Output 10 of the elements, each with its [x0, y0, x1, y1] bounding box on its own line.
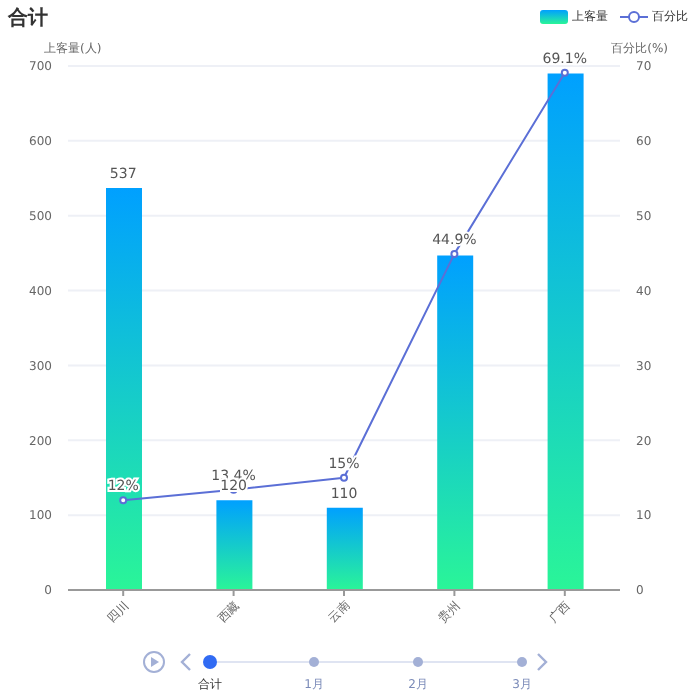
- point: [119, 496, 128, 505]
- bar: [437, 255, 474, 590]
- bar: [326, 507, 363, 590]
- bar: [216, 500, 253, 590]
- bar: [106, 188, 142, 590]
- point: [340, 473, 348, 482]
- bar: [547, 73, 584, 590]
- point: [560, 68, 569, 77]
- chart-title: 合计: [8, 5, 48, 32]
- point: [450, 249, 459, 258]
